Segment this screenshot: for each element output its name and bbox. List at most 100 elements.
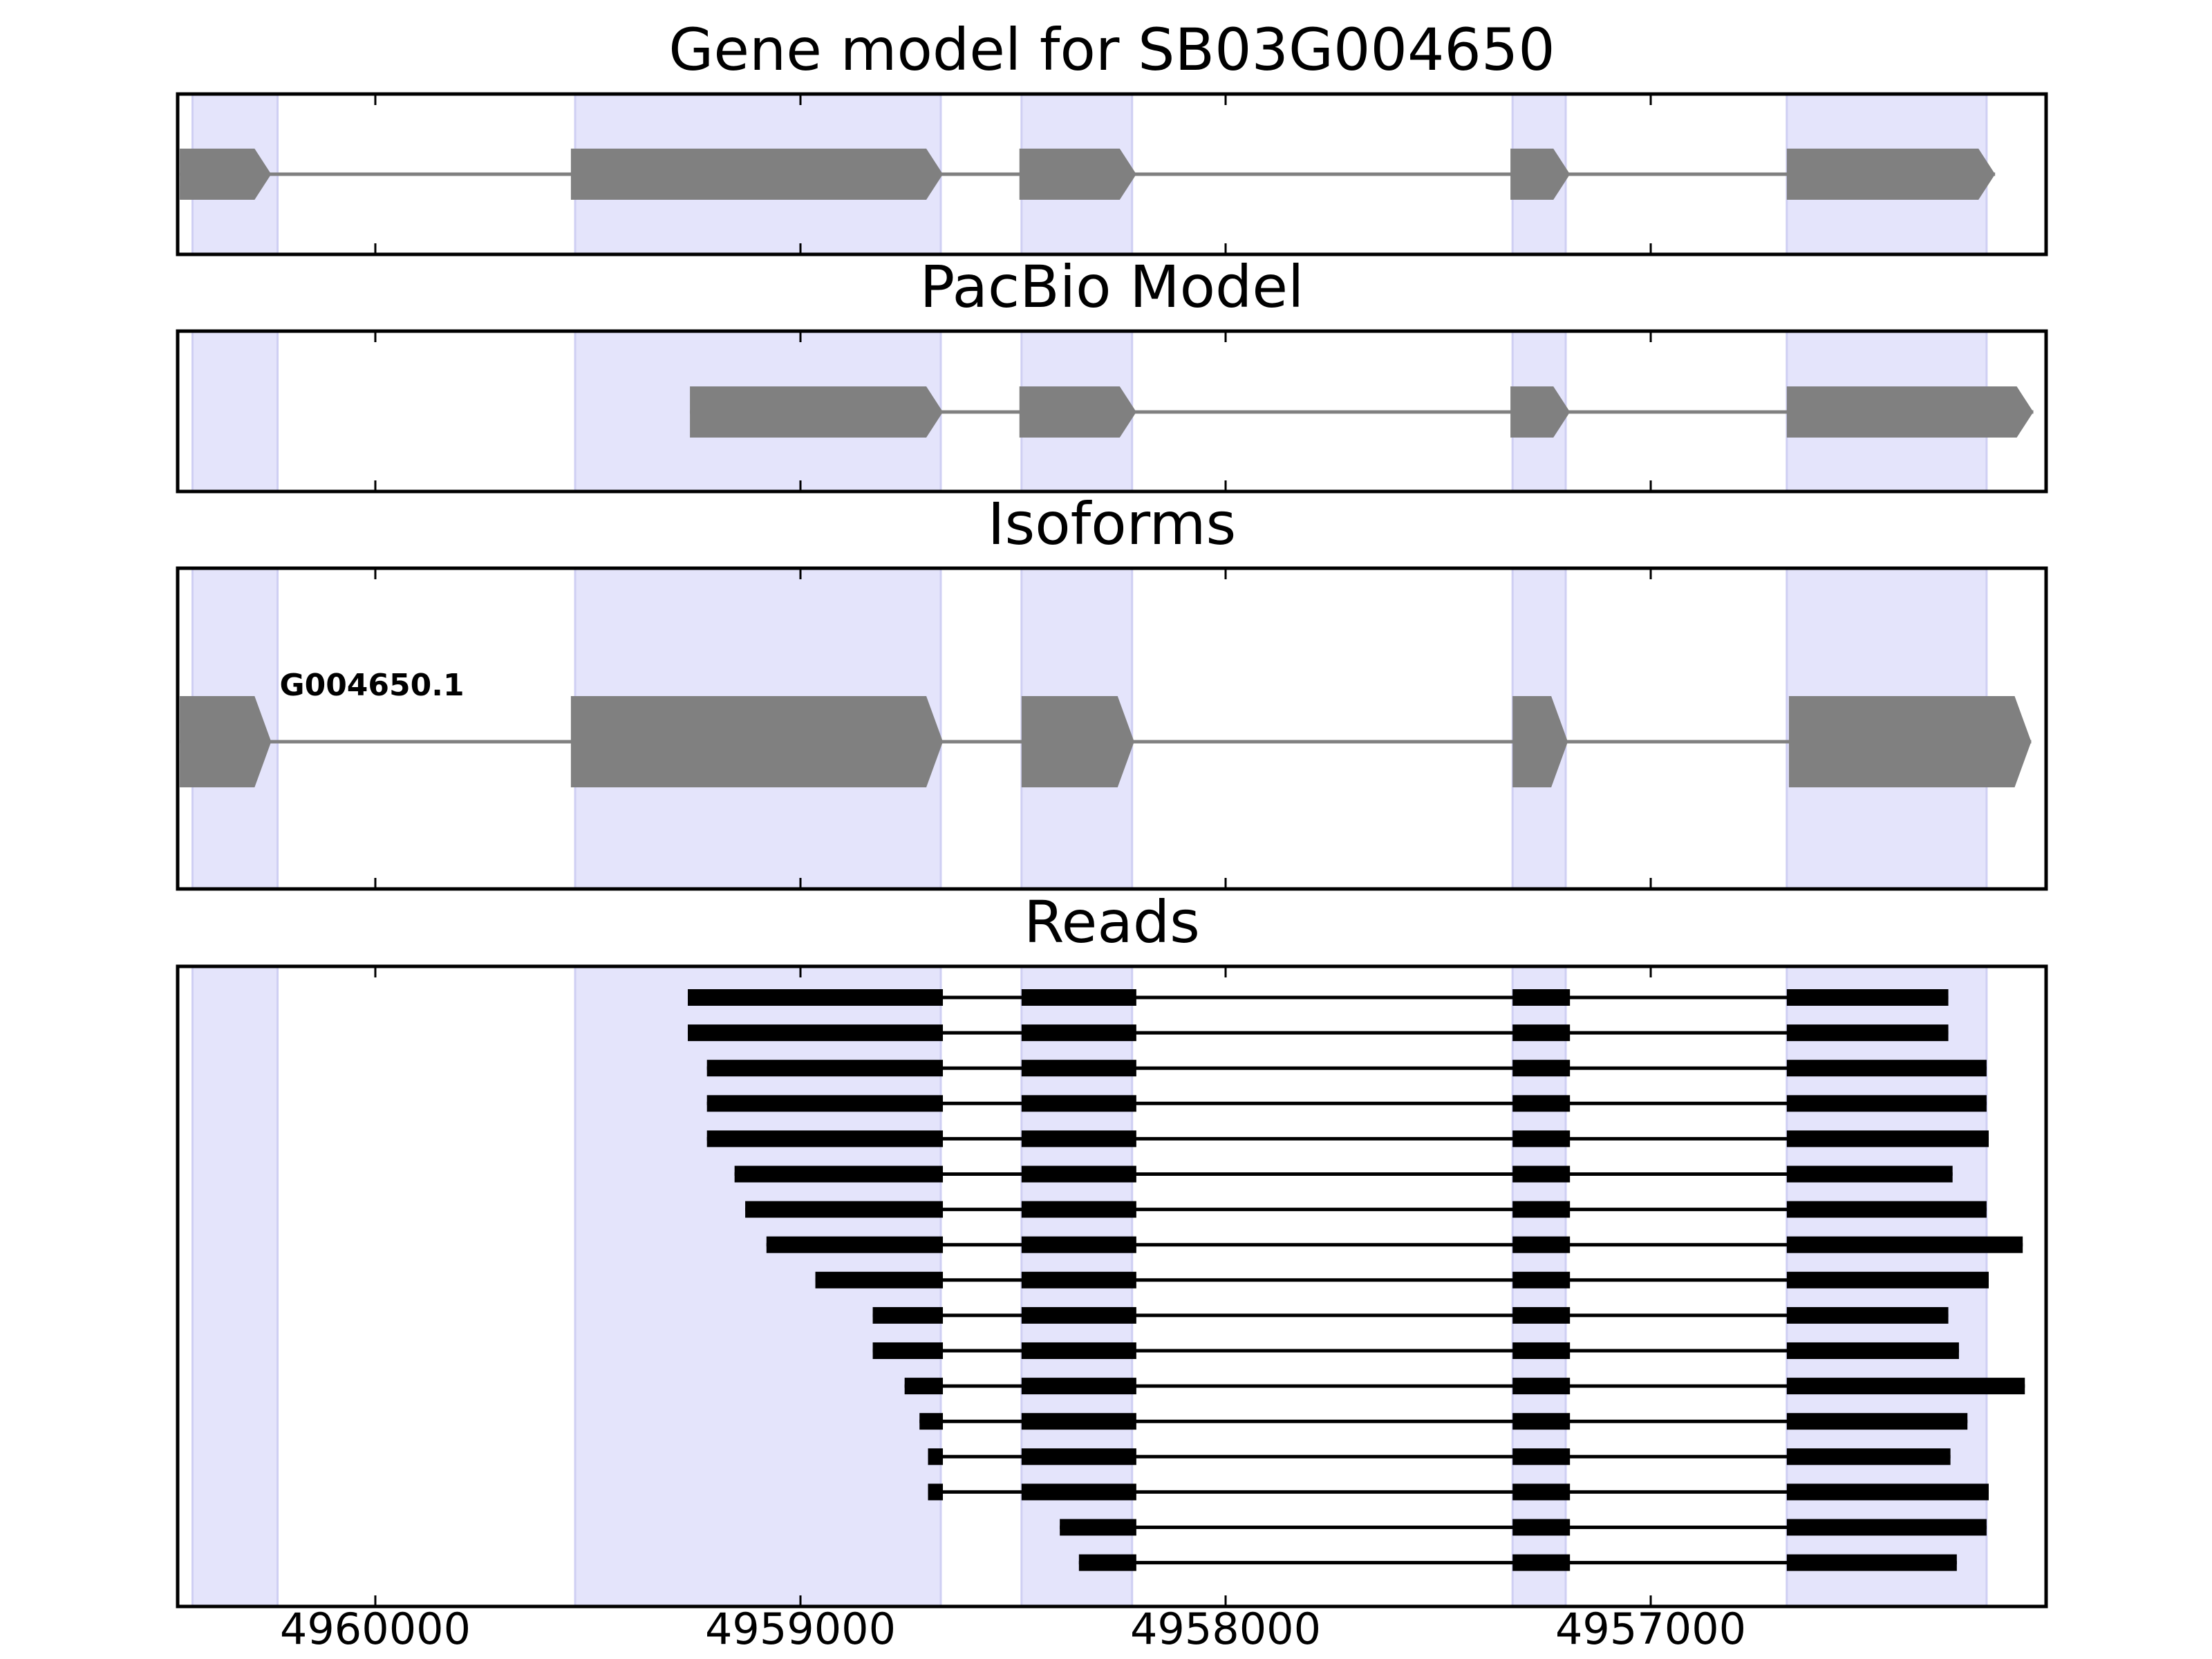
read-block bbox=[872, 1342, 944, 1359]
gene-model-title: Gene model for SB03G004650 bbox=[668, 16, 1555, 84]
reads-title: Reads bbox=[1024, 888, 1200, 956]
read-block bbox=[706, 1095, 944, 1112]
read-block bbox=[1512, 1378, 1571, 1395]
exon-arrow bbox=[570, 149, 944, 200]
exon-highlight-band bbox=[191, 330, 279, 493]
read-block bbox=[1512, 1236, 1571, 1253]
read-block bbox=[1786, 989, 1949, 1006]
read-block bbox=[1512, 1413, 1571, 1430]
read-block bbox=[1786, 1060, 1987, 1077]
read-block bbox=[928, 1483, 944, 1501]
read-block bbox=[1021, 1271, 1136, 1288]
read-block bbox=[1021, 1483, 1136, 1501]
read-block bbox=[1786, 1554, 1957, 1571]
isoforms-title: Isoforms bbox=[988, 490, 1237, 558]
exon-arrow bbox=[570, 696, 944, 787]
panel-frame bbox=[176, 92, 2048, 256]
x-tick-label: 4957000 bbox=[1555, 1604, 1746, 1654]
read-block bbox=[1512, 1342, 1571, 1359]
read-block bbox=[1786, 1095, 1987, 1112]
read-block bbox=[1786, 1342, 1959, 1359]
exon-arrow bbox=[1510, 386, 1571, 438]
read-block bbox=[1786, 1271, 1989, 1288]
exon-arrow bbox=[1786, 386, 2034, 438]
read-block bbox=[1021, 1236, 1136, 1253]
pacbio-model-title: PacBio Model bbox=[920, 253, 1304, 321]
read-block bbox=[1786, 1201, 1987, 1218]
read-block bbox=[1021, 1413, 1136, 1430]
exon-arrow bbox=[180, 149, 272, 200]
read-block bbox=[1786, 1130, 1989, 1147]
read-block bbox=[1512, 1060, 1571, 1077]
pacbio-model-panel: PacBio Model bbox=[176, 253, 2048, 494]
read-block bbox=[1078, 1554, 1136, 1571]
read-block bbox=[1021, 1024, 1136, 1042]
panel-frame bbox=[176, 964, 2048, 1609]
x-axis-tick-labels: 4960000 4959000 4958000 4957000 bbox=[280, 1604, 1746, 1654]
read-block bbox=[1786, 1519, 1987, 1536]
read-block bbox=[1512, 1201, 1571, 1218]
read-block bbox=[1512, 1024, 1571, 1042]
read-block bbox=[1021, 1448, 1136, 1465]
exon-arrow bbox=[1019, 149, 1136, 200]
exon-arrow bbox=[1512, 696, 1568, 787]
read-block bbox=[706, 1060, 944, 1077]
exon-arrow bbox=[1786, 149, 1996, 200]
read-block bbox=[1512, 1306, 1571, 1324]
exon-arrow bbox=[1021, 696, 1134, 787]
reads-panel: Reads bbox=[176, 888, 2048, 1609]
read-block bbox=[1786, 1165, 1953, 1183]
read-block bbox=[688, 989, 944, 1006]
x-tick-label: 4959000 bbox=[705, 1604, 896, 1654]
read-block bbox=[688, 1024, 944, 1042]
read-block bbox=[1021, 1201, 1136, 1218]
read-block bbox=[766, 1236, 944, 1253]
panel-frame bbox=[176, 566, 2048, 891]
read-block bbox=[1786, 1483, 1989, 1501]
read-block bbox=[1786, 1413, 1968, 1430]
read-block bbox=[1786, 1306, 1949, 1324]
read-block bbox=[872, 1306, 944, 1324]
read-block bbox=[1786, 1378, 2025, 1395]
exon-arrow bbox=[1788, 696, 2032, 787]
exon-arrow bbox=[690, 386, 944, 438]
read-block bbox=[1021, 989, 1136, 1006]
isoforms-panel: SB03G004650.1 Isoforms bbox=[176, 490, 2048, 891]
read-block bbox=[1021, 1342, 1136, 1359]
read-block bbox=[815, 1271, 944, 1288]
read-block bbox=[928, 1448, 944, 1465]
read-block bbox=[1021, 1378, 1136, 1395]
panel-frame bbox=[176, 329, 2048, 494]
read-block bbox=[1512, 1165, 1571, 1183]
read-block bbox=[1786, 1236, 2023, 1253]
exon-arrow bbox=[1019, 386, 1136, 438]
read-block bbox=[745, 1201, 944, 1218]
read-block bbox=[1021, 1060, 1136, 1077]
read-block bbox=[1060, 1519, 1136, 1536]
read-block bbox=[1512, 1519, 1571, 1536]
read-block bbox=[734, 1165, 944, 1183]
read-block bbox=[706, 1130, 944, 1147]
read-block bbox=[1021, 1306, 1136, 1324]
read-block bbox=[1512, 989, 1571, 1006]
read-block bbox=[919, 1413, 944, 1430]
read-block bbox=[1512, 1448, 1571, 1465]
x-tick-label: 4960000 bbox=[280, 1604, 471, 1654]
read-block bbox=[1021, 1130, 1136, 1147]
x-tick-label: 4958000 bbox=[1130, 1604, 1321, 1654]
read-block bbox=[1786, 1448, 1951, 1465]
read-block bbox=[1512, 1095, 1571, 1112]
read-block bbox=[1786, 1024, 1949, 1042]
exon-highlight-band bbox=[191, 965, 279, 1608]
read-block bbox=[1512, 1483, 1571, 1501]
read-block bbox=[904, 1378, 944, 1395]
exon-arrow bbox=[180, 696, 272, 787]
read-block bbox=[1021, 1165, 1136, 1183]
read-block bbox=[1512, 1271, 1571, 1288]
read-block bbox=[1512, 1130, 1571, 1147]
gene-model-panel: Gene model for SB03G004650 bbox=[176, 16, 2048, 256]
exon-arrow bbox=[1510, 149, 1571, 200]
read-block bbox=[1512, 1554, 1571, 1571]
read-block bbox=[1021, 1095, 1136, 1112]
